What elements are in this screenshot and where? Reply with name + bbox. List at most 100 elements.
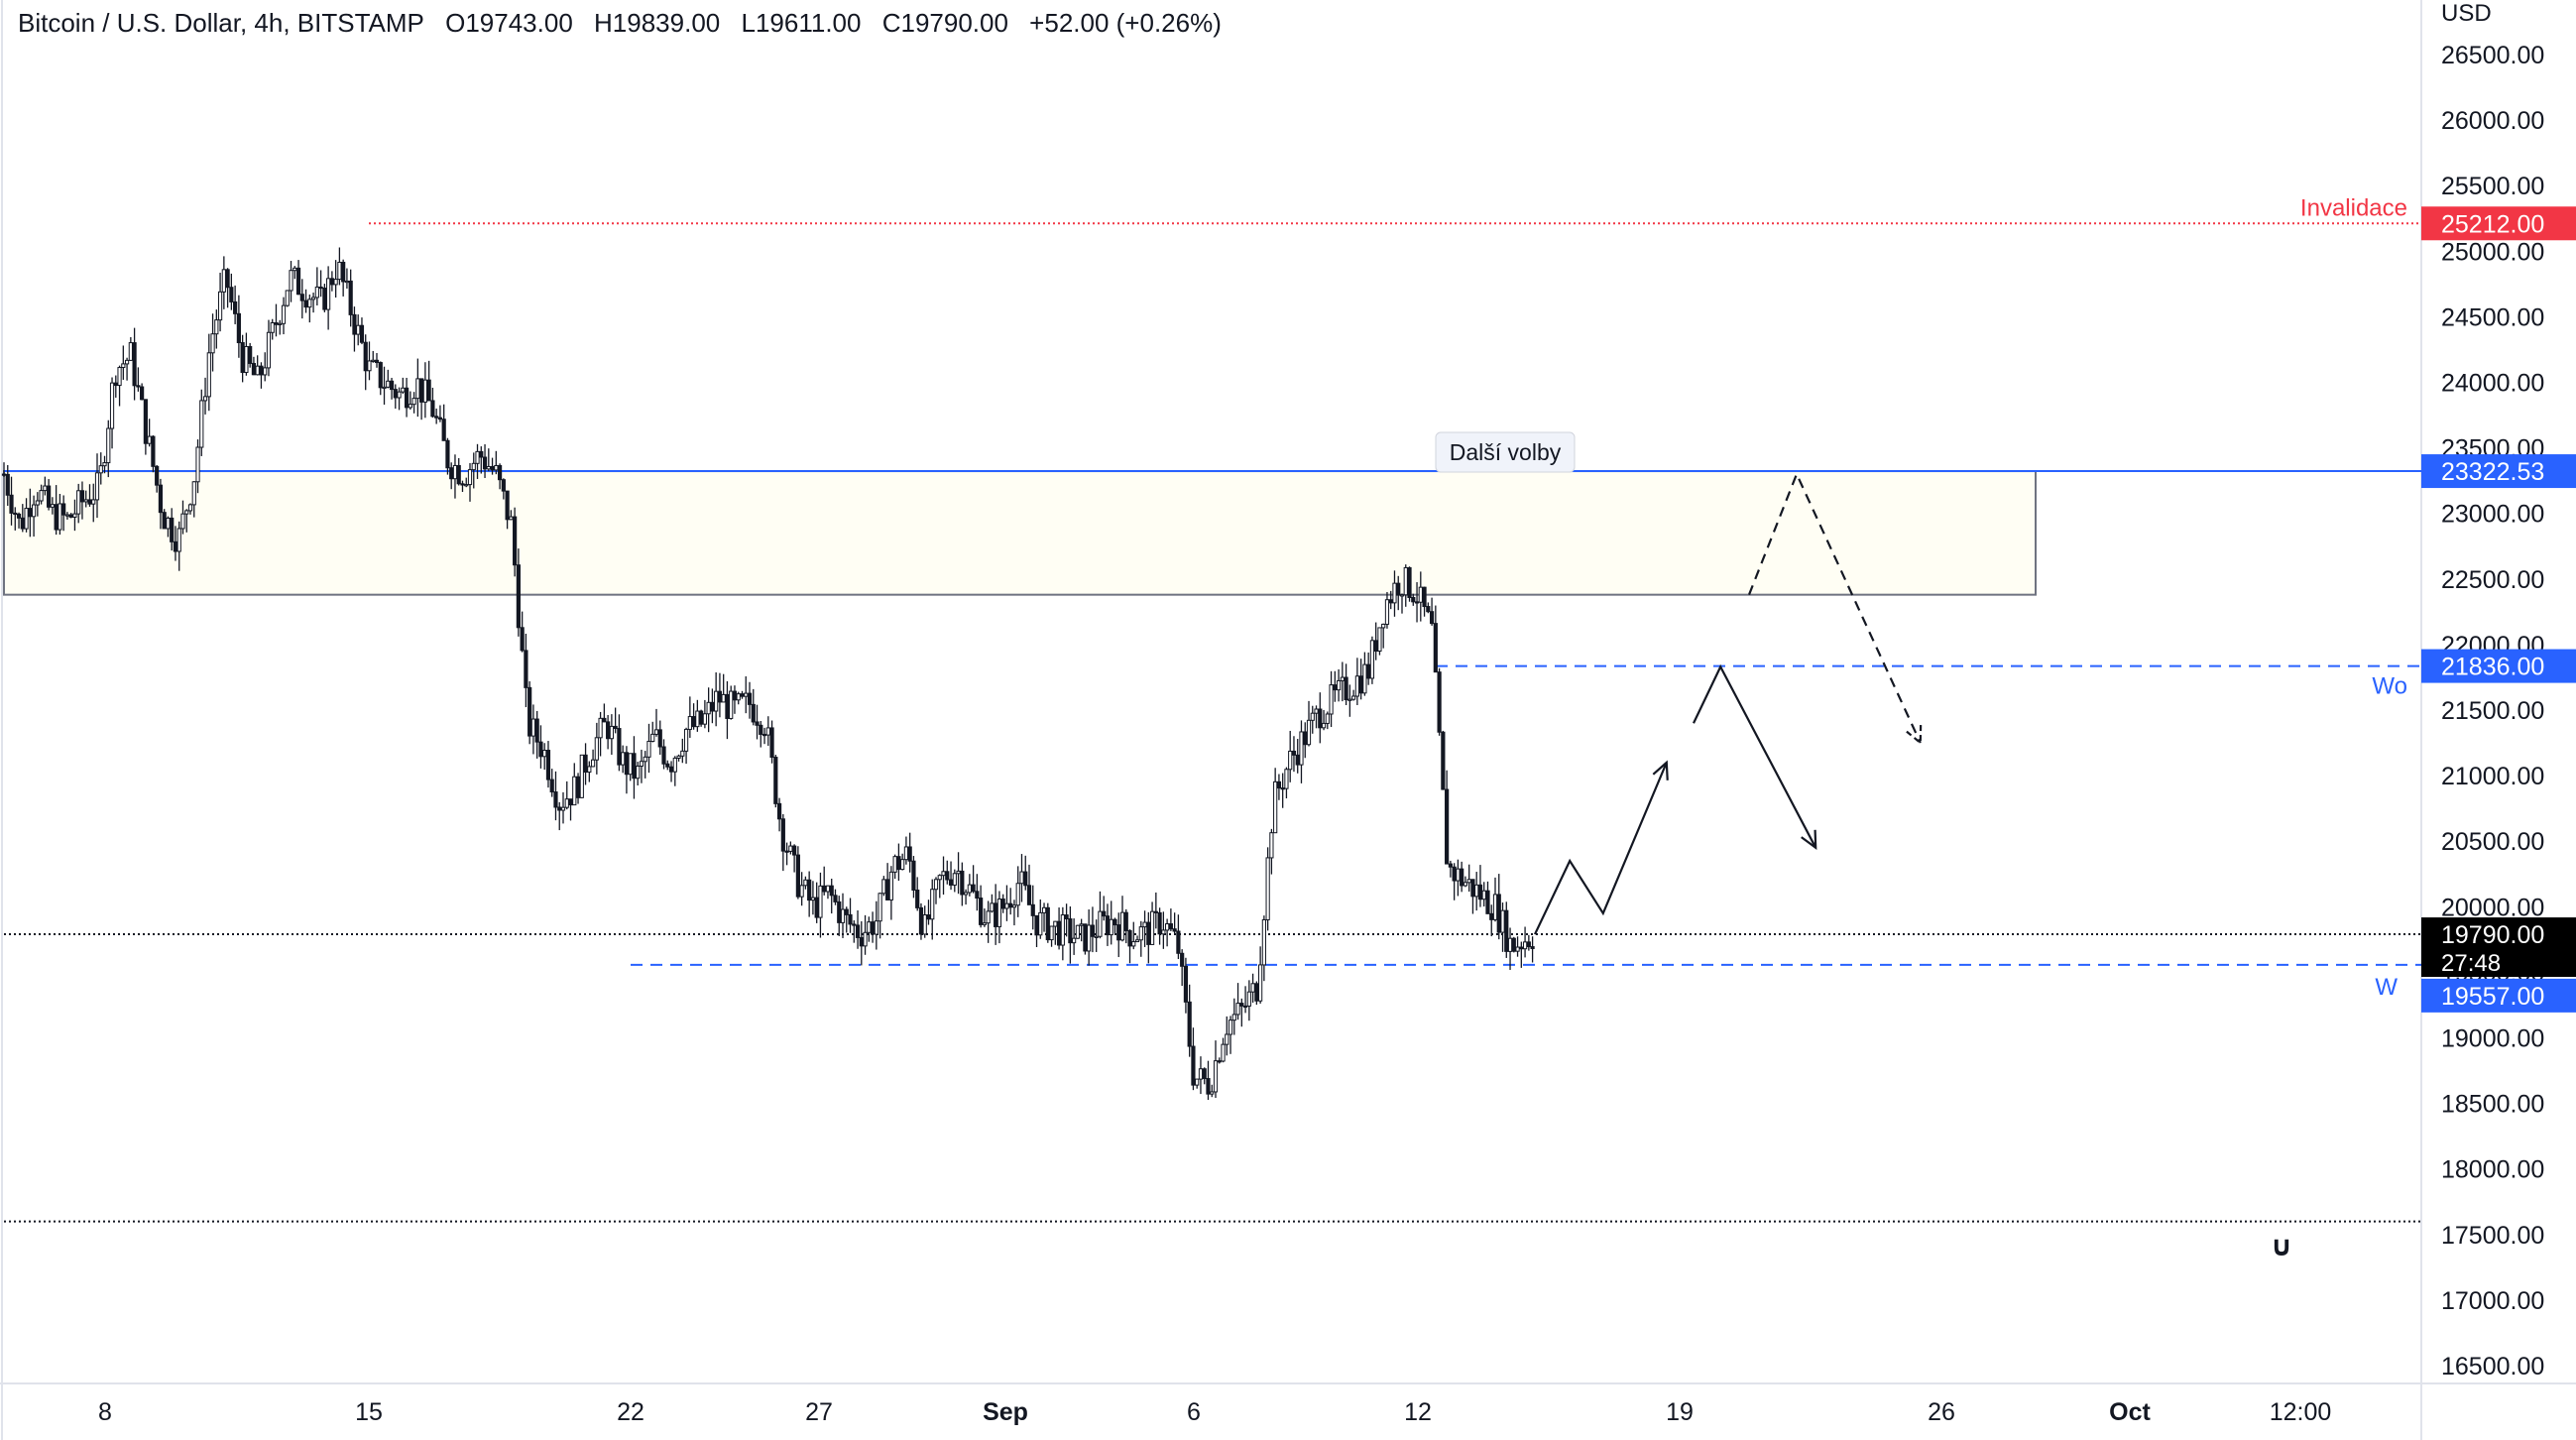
candle — [202, 377, 208, 415]
candle — [31, 495, 37, 538]
candle — [1329, 670, 1334, 728]
candle — [1102, 896, 1107, 921]
candle — [1011, 900, 1017, 926]
candle — [236, 295, 241, 358]
candle — [1098, 891, 1103, 939]
candle — [855, 910, 861, 949]
candle — [1526, 934, 1531, 951]
candle — [1373, 622, 1378, 660]
candle — [1015, 866, 1020, 917]
candle — [986, 900, 991, 943]
candle — [76, 483, 81, 524]
candle — [102, 455, 107, 474]
projection-path-1[interactable] — [1534, 762, 1668, 935]
candle — [408, 391, 412, 410]
candle — [13, 507, 18, 531]
candle — [560, 791, 566, 824]
candle — [878, 893, 882, 939]
candle — [911, 856, 916, 899]
candle — [721, 673, 726, 703]
candle — [702, 699, 707, 729]
candle — [1242, 986, 1248, 1014]
candle — [281, 297, 287, 335]
candle — [1422, 586, 1427, 617]
candle — [1250, 973, 1255, 1004]
candle — [1235, 983, 1240, 1020]
projection-path-3[interactable] — [1747, 471, 1922, 744]
candle — [1511, 936, 1516, 953]
candle — [1477, 865, 1483, 907]
candle — [761, 727, 767, 745]
candle — [1217, 1057, 1222, 1064]
arrow-head-icon — [1652, 760, 1669, 780]
candle — [1053, 920, 1058, 945]
candle — [837, 896, 842, 936]
candle — [680, 738, 685, 764]
candle — [1448, 860, 1453, 878]
symbol-title[interactable]: Bitcoin / U.S. Dollar, 4h, BITSTAMP — [18, 8, 424, 38]
candle — [1094, 919, 1099, 952]
candle — [524, 633, 528, 708]
candle — [903, 836, 909, 865]
candle — [278, 319, 283, 335]
candle — [516, 548, 521, 637]
candle — [1265, 847, 1270, 931]
candle — [922, 905, 927, 938]
candle — [173, 526, 178, 561]
candle — [1291, 736, 1297, 773]
candle — [1344, 663, 1348, 705]
candle — [35, 492, 40, 517]
next-elections-tag[interactable]: Další volby — [1435, 431, 1576, 473]
price-tick-label: 25500.00 — [2441, 173, 2544, 200]
candle — [1172, 912, 1177, 934]
magnet-icon[interactable]: ∪ — [2270, 1230, 2293, 1262]
candle — [1403, 564, 1408, 607]
candle — [464, 477, 469, 488]
time-axis-label: 27 — [805, 1398, 833, 1426]
candle — [293, 266, 297, 280]
candle — [870, 911, 876, 943]
price-tick-label: 17500.00 — [2441, 1222, 2544, 1250]
candle — [1119, 896, 1125, 942]
candle — [520, 611, 525, 653]
candle — [717, 672, 723, 718]
candle — [367, 341, 372, 381]
candle — [1445, 770, 1450, 865]
projection-path-2[interactable] — [1693, 663, 1817, 849]
candle — [382, 366, 387, 406]
candle — [818, 872, 823, 938]
candle — [1198, 1056, 1204, 1095]
price-tick-label: 21500.00 — [2441, 697, 2544, 725]
candle — [1366, 652, 1371, 685]
price-badge-label: 21836.00 — [2441, 654, 2544, 681]
candle — [314, 267, 319, 305]
price-scale-currency: USD — [2441, 0, 2492, 27]
candle — [240, 334, 245, 383]
price-tick-label: 18000.00 — [2441, 1156, 2544, 1184]
candle — [967, 874, 972, 897]
candle — [467, 463, 473, 502]
candle — [1492, 877, 1498, 922]
candle — [996, 891, 1002, 944]
candle — [1075, 924, 1080, 939]
candle — [1280, 773, 1285, 808]
candle — [609, 714, 614, 756]
price-badge-label: 25212.00 — [2441, 210, 2544, 238]
candle — [1195, 1078, 1200, 1089]
candle — [542, 743, 547, 771]
time-axis-label: 26 — [1928, 1398, 1955, 1426]
candle — [699, 709, 704, 727]
candle — [490, 457, 495, 475]
candle — [505, 490, 510, 530]
candle — [755, 704, 760, 740]
candle — [1295, 739, 1300, 774]
candle — [598, 711, 603, 757]
resistance-zone[interactable] — [3, 470, 2037, 596]
ohlc-open: O19743.00 — [445, 8, 573, 38]
candle — [449, 462, 454, 490]
candle — [1470, 879, 1475, 914]
candle — [765, 716, 770, 746]
candle — [79, 481, 85, 520]
candle — [1206, 1060, 1211, 1101]
